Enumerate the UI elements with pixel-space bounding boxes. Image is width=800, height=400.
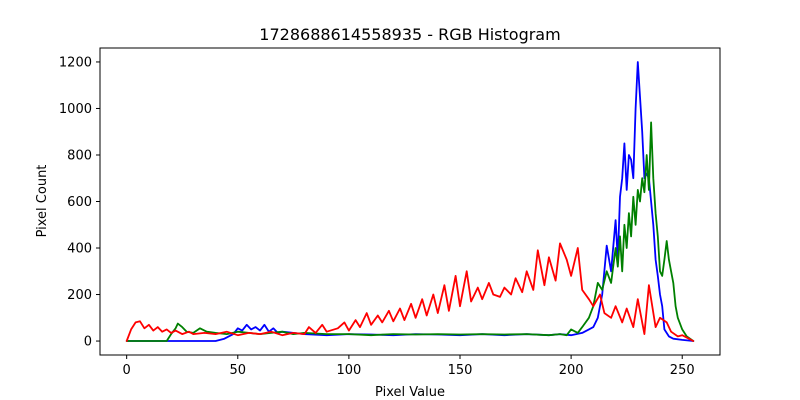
y-tick-label: 600 [67, 195, 92, 210]
x-axis: 0 50 100 150 200 250 [123, 355, 695, 378]
x-axis-label: Pixel Value [375, 385, 445, 400]
y-tick-label: 1200 [59, 55, 92, 70]
series-line-0 [125, 61, 695, 342]
series-line-1 [125, 121, 695, 342]
plot-frame [99, 47, 721, 356]
chart-title: 1728688614558935 - RGB Histogram [259, 25, 560, 44]
x-tick-label: 50 [230, 363, 247, 378]
y-tick-label: 0 [84, 335, 92, 350]
x-tick-label: 150 [448, 363, 473, 378]
y-axis: 0 200 400 600 800 1000 1200 [59, 55, 100, 350]
y-tick-label: 400 [67, 242, 92, 257]
plot-lines [125, 61, 695, 342]
y-tick-label: 200 [67, 288, 92, 303]
y-tick-label: 800 [67, 148, 92, 163]
x-tick-label: 100 [336, 363, 361, 378]
series-line-2 [125, 242, 695, 342]
x-tick-label: 250 [670, 363, 695, 378]
x-tick-label: 0 [123, 363, 131, 378]
y-tick-label: 1000 [59, 102, 92, 117]
y-axis-label: Pixel Count [35, 165, 50, 238]
x-tick-label: 200 [559, 363, 584, 378]
